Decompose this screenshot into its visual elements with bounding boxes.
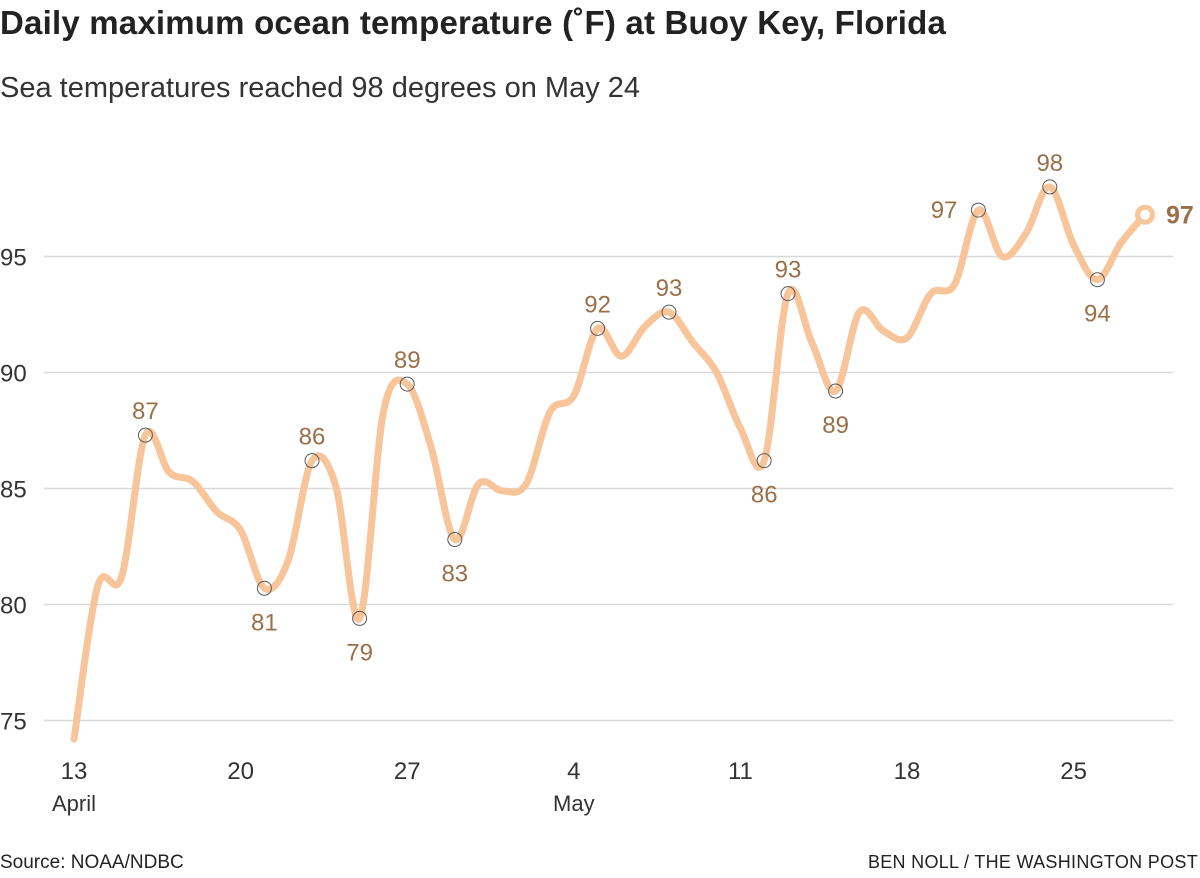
temperature-line bbox=[70, 183, 1149, 743]
data-label: 79 bbox=[346, 639, 373, 666]
point-markers bbox=[137, 179, 1155, 626]
latest-value-label: 97 bbox=[1166, 202, 1194, 230]
byline: BEN NOLL / THE WASHINGTON POST bbox=[867, 852, 1198, 872]
gridlines bbox=[44, 255, 1173, 722]
chart-subtitle: Sea temperatures reached 98 degrees on M… bbox=[0, 72, 641, 104]
data-label: 97 bbox=[931, 197, 958, 224]
x-tick-label: 18 bbox=[894, 758, 921, 785]
data-label: 86 bbox=[299, 424, 326, 451]
x-tick-label: 25 bbox=[1060, 758, 1087, 785]
y-tick-label: 85 bbox=[0, 477, 27, 504]
data-label: 81 bbox=[251, 609, 278, 636]
data-label: 94 bbox=[1084, 301, 1111, 328]
point-marker bbox=[137, 427, 153, 443]
x-tick-label: 11 bbox=[728, 758, 753, 785]
y-tick-label: 90 bbox=[0, 361, 27, 388]
point-marker bbox=[352, 610, 368, 626]
latest-point-marker bbox=[1135, 204, 1155, 225]
point-marker bbox=[661, 304, 677, 320]
data-labels: 87 81 86 79 89 83 92 93 86 93 89 97 98 94 97 bbox=[132, 150, 1194, 667]
x-tick-label: 4 bbox=[567, 758, 580, 785]
point-marker bbox=[590, 320, 606, 336]
point-marker bbox=[1089, 272, 1105, 288]
x-tick-label: 20 bbox=[227, 758, 254, 785]
point-marker bbox=[780, 286, 796, 302]
data-label: 86 bbox=[751, 482, 778, 509]
x-tick-month-label: May bbox=[553, 791, 595, 816]
point-marker bbox=[1042, 179, 1058, 195]
point-marker bbox=[756, 453, 772, 469]
y-tick-label: 95 bbox=[0, 245, 27, 272]
x-axis-ticks: 13 April 20 27 4 May 11 18 25 bbox=[52, 758, 1087, 816]
point-marker bbox=[399, 376, 415, 392]
data-label: 92 bbox=[584, 291, 611, 318]
source-note: Source: NOAA/NDBC bbox=[0, 852, 184, 873]
data-label: 93 bbox=[775, 257, 802, 284]
point-marker bbox=[304, 453, 320, 469]
x-tick-label: 13 bbox=[61, 758, 88, 785]
y-tick-label: 80 bbox=[0, 593, 27, 620]
y-axis-ticks: 75 80 85 90 95 bbox=[0, 245, 27, 736]
point-marker bbox=[970, 202, 986, 218]
point-marker bbox=[447, 532, 463, 548]
chart-title: Daily maximum ocean temperature (˚F) at … bbox=[0, 4, 947, 41]
x-tick-label: 27 bbox=[394, 758, 421, 785]
point-marker bbox=[256, 580, 272, 596]
data-label: 89 bbox=[394, 347, 421, 374]
data-label: 93 bbox=[656, 275, 683, 302]
y-tick-label: 75 bbox=[0, 709, 27, 736]
data-label: 89 bbox=[822, 412, 849, 439]
data-label: 83 bbox=[441, 561, 468, 588]
point-marker bbox=[828, 383, 844, 399]
x-tick-month-label: April bbox=[52, 791, 96, 816]
data-label: 87 bbox=[132, 398, 159, 425]
data-label: 98 bbox=[1036, 150, 1063, 177]
